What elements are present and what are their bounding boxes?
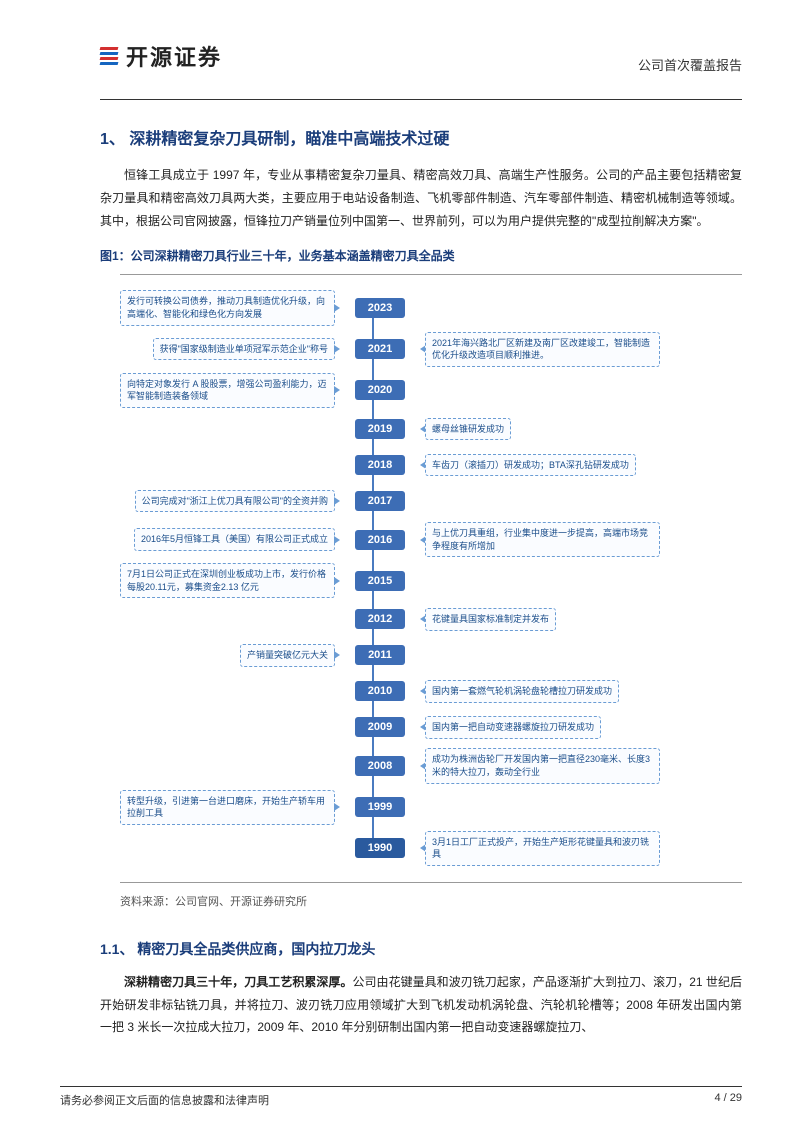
timeline-row: 2009 国内第一把自动变速器螺旋拉刀研发成功 (120, 712, 742, 742)
timeline-right-box: 螺母丝锥研发成功 (425, 418, 511, 441)
timeline-year: 2023 (355, 298, 405, 318)
report-type: 公司首次覆盖报告 (638, 55, 742, 74)
bold-lead: 深耕精密刀具三十年，刀具工艺积累深厚。 (124, 975, 353, 989)
timeline-row: 1990 3月1日工厂正式投产，开始生产矩形花键量具和波刃铣具 (120, 831, 742, 866)
timeline-left-box: 获得"国家级制造业单项冠军示范企业"称号 (153, 338, 335, 361)
timeline-left-box: 产销量突破亿元大关 (240, 644, 335, 667)
company-logo: 开源证券 (100, 40, 222, 72)
timeline-right-box: 车齿刀（滚插刀）研发成功；BTA深孔钻研发成功 (425, 454, 636, 477)
logo-icon (100, 47, 118, 65)
timeline-row: 2012 花键量具国家标准制定并发布 (120, 604, 742, 634)
figure-top-divider (120, 274, 742, 275)
section-1-1-para-1: 深耕精密刀具三十年，刀具工艺积累深厚。公司由花键量具和波刃铣刀起家，产品逐渐扩大… (100, 971, 742, 1039)
timeline-row: 发行可转换公司债券，推动刀具制造优化升级，向高端化、智能化和绿色化方向发展 202… (120, 290, 742, 325)
page-header: 开源证券 公司首次覆盖报告 (100, 40, 742, 74)
timeline-right-box: 花键量具国家标准制定并发布 (425, 608, 556, 631)
timeline-row: 7月1日公司正式在深圳创业板成功上市，发行价格每股20.11元，募集资金2.13… (120, 563, 742, 598)
company-name: 开源证券 (126, 40, 222, 72)
timeline-year: 2020 (355, 380, 405, 400)
timeline-row: 产销量突破亿元大关 2011 (120, 640, 742, 670)
timeline-row: 2010 国内第一套燃气轮机涡轮盘轮槽拉刀研发成功 (120, 676, 742, 706)
timeline-year: 2017 (355, 491, 405, 511)
section-1-1-heading: 1.1、 精密刀具全品类供应商，国内拉刀龙头 (100, 939, 742, 959)
timeline-right-box: 成功为株洲齿轮厂开发国内第一把直径230毫米、长度3米的特大拉刀，轰动全行业 (425, 748, 660, 783)
timeline-year: 2009 (355, 717, 405, 737)
page-footer: 请务必参阅正文后面的信息披露和法律声明 4 / 29 (60, 1086, 742, 1108)
timeline-left-box: 向特定对象发行 A 股股票，增强公司盈利能力，迈军智能制造装备领域 (120, 373, 335, 408)
timeline-row: 2008 成功为株洲齿轮厂开发国内第一把直径230毫米、长度3米的特大拉刀，轰动全… (120, 748, 742, 783)
timeline-right-box: 与上优刀具重组，行业集中度进一步提高，高端市场竞争程度有所增加 (425, 522, 660, 557)
timeline-right-box: 国内第一把自动变速器螺旋拉刀研发成功 (425, 716, 601, 739)
timeline-year: 2018 (355, 455, 405, 475)
timeline-year: 2016 (355, 530, 405, 550)
timeline-year: 2019 (355, 419, 405, 439)
page-number: 4 / 29 (714, 1092, 742, 1108)
timeline-year: 2021 (355, 339, 405, 359)
footer-disclaimer: 请务必参阅正文后面的信息披露和法律声明 (60, 1092, 269, 1108)
figure-1-source: 资料来源：公司官网、开源证券研究所 (120, 893, 742, 909)
timeline-left-box: 2016年5月恒锋工具（美国）有限公司正式成立 (134, 528, 335, 551)
section-1-para-1: 恒锋工具成立于 1997 年，专业从事精密复杂刀量具、精密高效刀具、高端生产性服… (100, 164, 742, 232)
timeline-row: 转型升级，引进第一台进口磨床，开始生产轿车用拉削工具 1999 (120, 790, 742, 825)
header-divider (100, 99, 742, 100)
timeline-row: 2016年5月恒锋工具（美国）有限公司正式成立 2016 与上优刀具重组，行业集中度… (120, 522, 742, 557)
timeline-year: 2012 (355, 609, 405, 629)
figure-1-title: 图1：公司深耕精密刀具行业三十年，业务基本涵盖精密刀具全品类 (100, 247, 742, 264)
timeline-year: 2011 (355, 645, 405, 665)
timeline-year: 1999 (355, 797, 405, 817)
timeline-chart: 发行可转换公司债券，推动刀具制造优化升级，向高端化、智能化和绿色化方向发展 202… (120, 280, 742, 877)
timeline-row: 向特定对象发行 A 股股票，增强公司盈利能力，迈军智能制造装备领域 2020 (120, 373, 742, 408)
timeline-row: 公司完成对"浙江上优刀具有限公司"的全资并购 2017 (120, 486, 742, 516)
timeline-year: 2010 (355, 681, 405, 701)
timeline-left-box: 发行可转换公司债券，推动刀具制造优化升级，向高端化、智能化和绿色化方向发展 (120, 290, 335, 325)
timeline-left-box: 7月1日公司正式在深圳创业板成功上市，发行价格每股20.11元，募集资金2.13… (120, 563, 335, 598)
timeline-row: 2019 螺母丝锥研发成功 (120, 414, 742, 444)
timeline-right-box: 3月1日工厂正式投产，开始生产矩形花键量具和波刃铣具 (425, 831, 660, 866)
timeline-row: 获得"国家级制造业单项冠军示范企业"称号 2021 2021年海兴路北厂区新建及南厂… (120, 332, 742, 367)
timeline-year: 2008 (355, 756, 405, 776)
figure-bottom-divider (120, 882, 742, 883)
timeline-left-box: 公司完成对"浙江上优刀具有限公司"的全资并购 (135, 490, 335, 513)
timeline-year: 1990 (355, 838, 405, 858)
timeline-right-box: 2021年海兴路北厂区新建及南厂区改建竣工，智能制造优化升级改造项目顺利推进。 (425, 332, 660, 367)
timeline-right-box: 国内第一套燃气轮机涡轮盘轮槽拉刀研发成功 (425, 680, 619, 703)
timeline-year: 2015 (355, 571, 405, 591)
section-1-heading: 1、 深耕精密复杂刀具研制，瞄准中高端技术过硬 (100, 125, 742, 149)
timeline-left-box: 转型升级，引进第一台进口磨床，开始生产轿车用拉削工具 (120, 790, 335, 825)
timeline-row: 2018 车齿刀（滚插刀）研发成功；BTA深孔钻研发成功 (120, 450, 742, 480)
